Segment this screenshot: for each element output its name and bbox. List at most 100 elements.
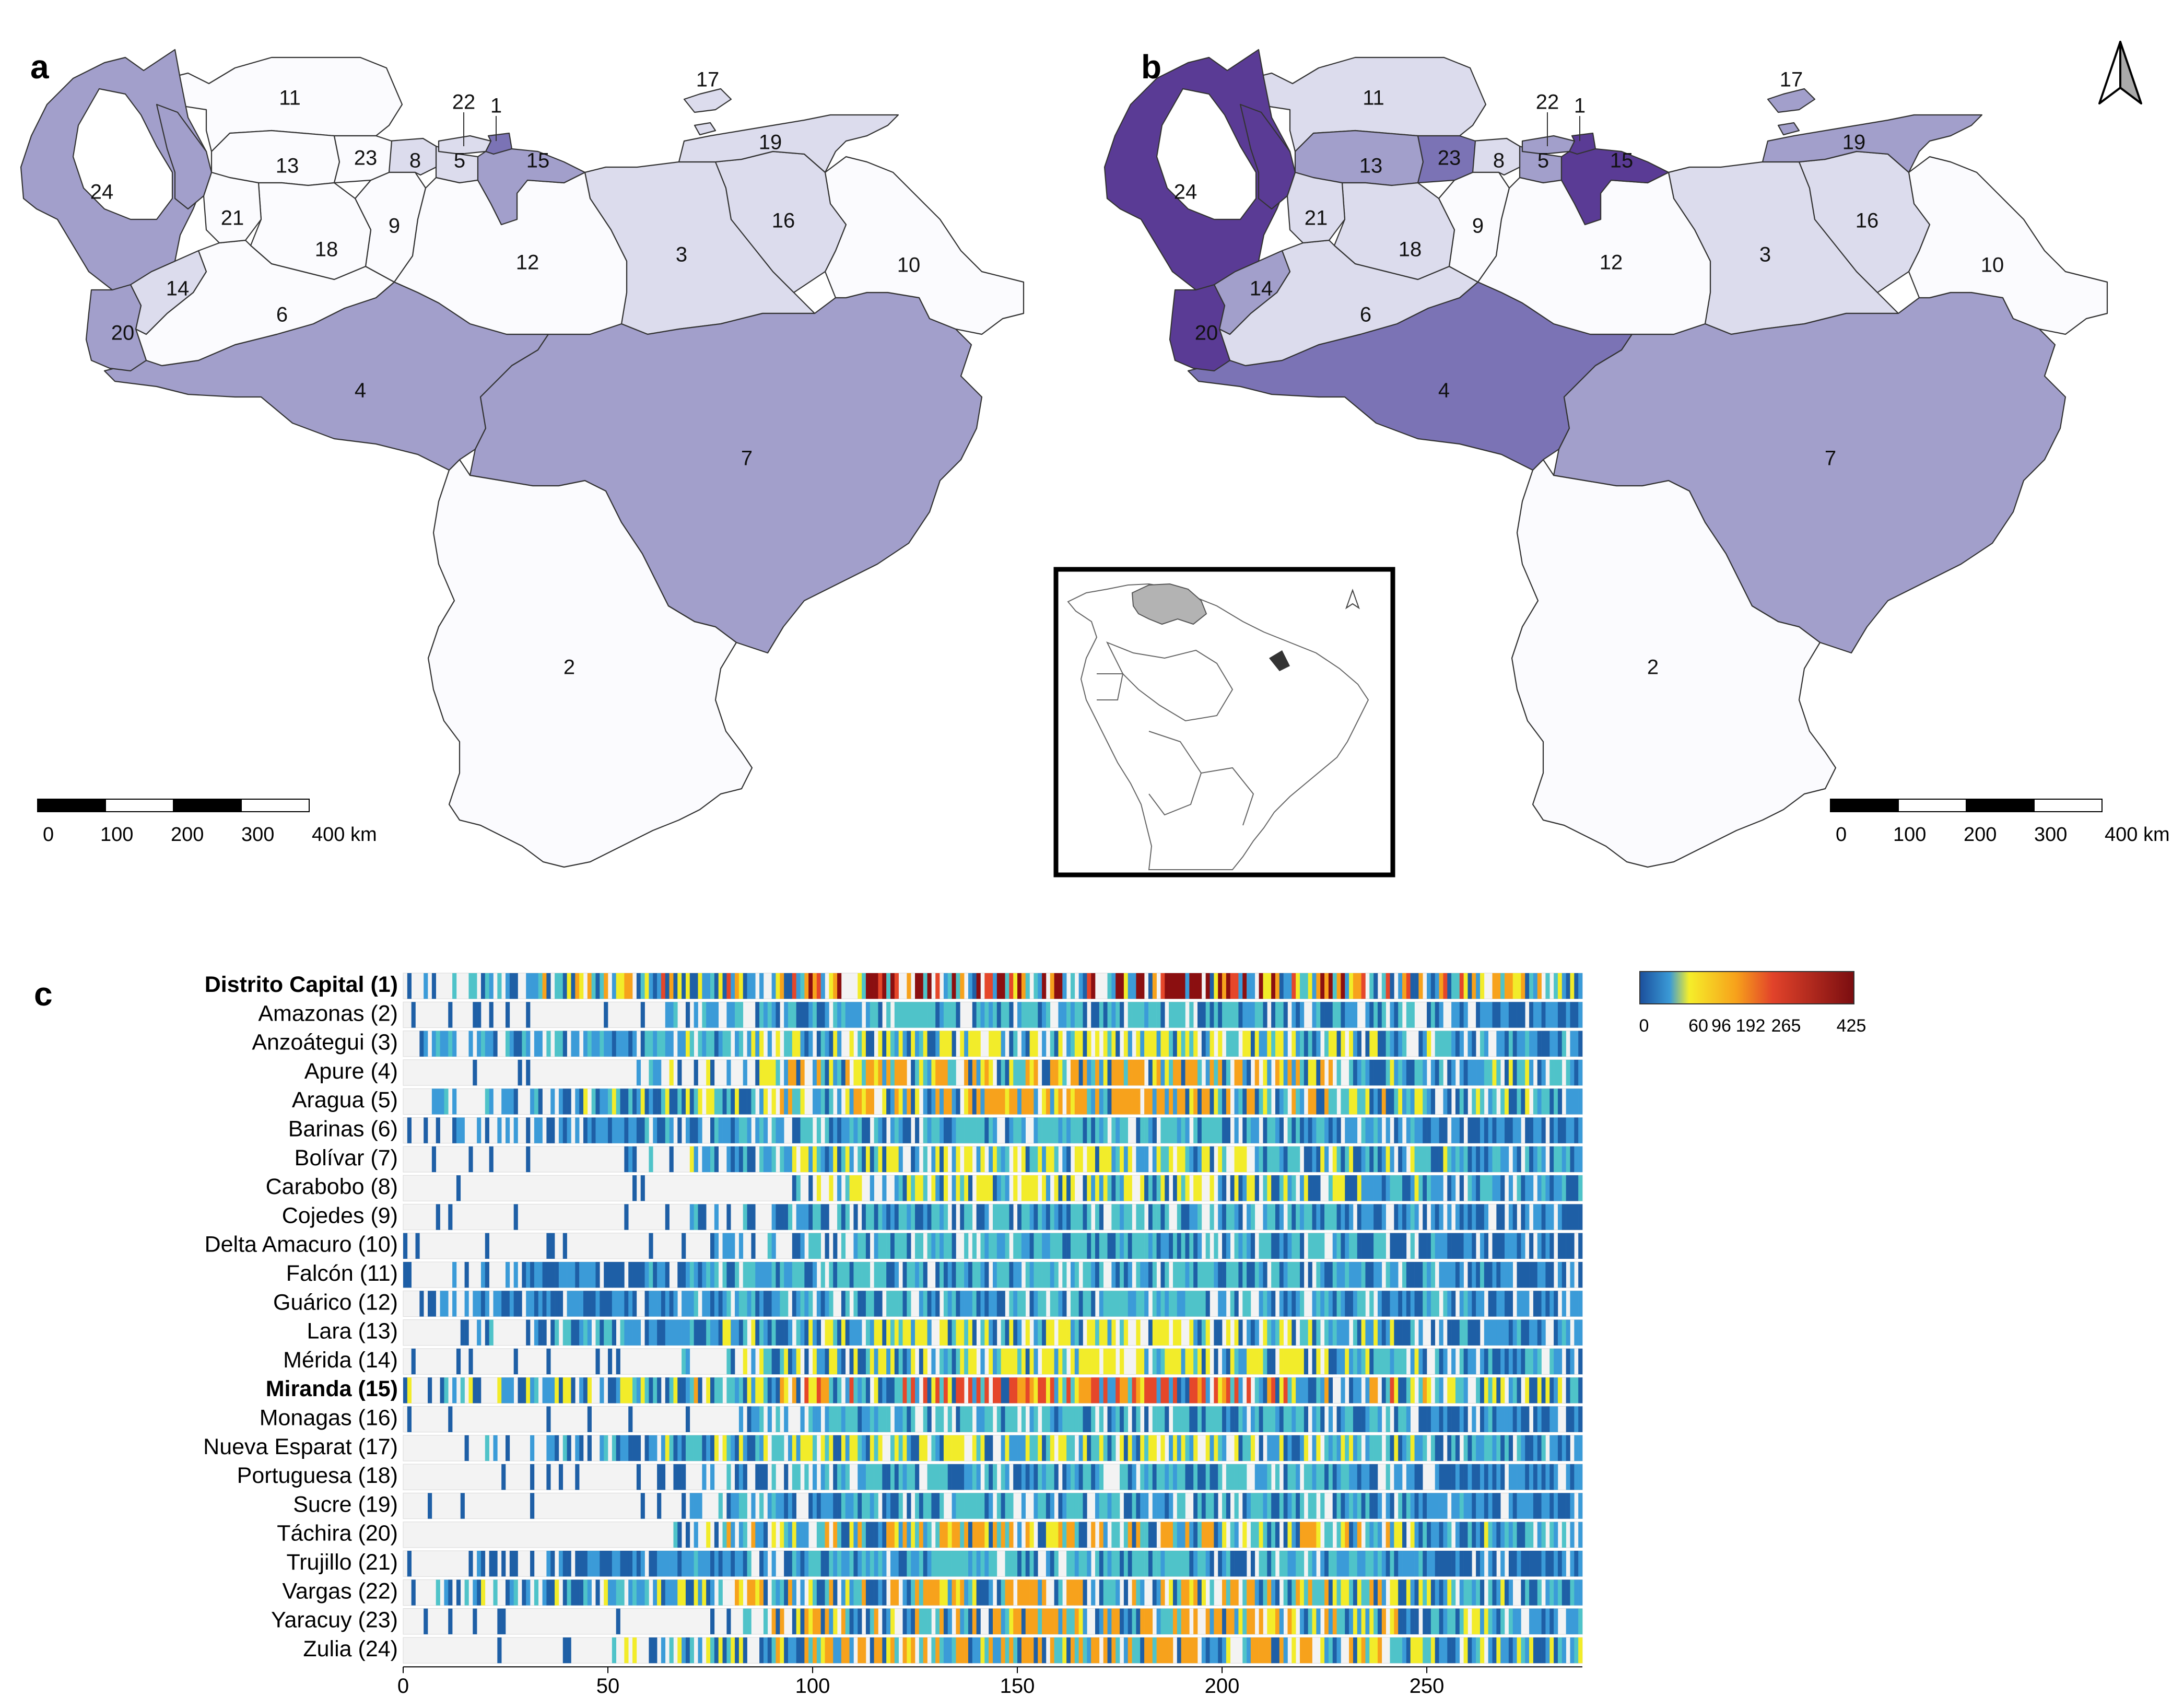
heat-cell xyxy=(935,1580,940,1606)
heat-cell xyxy=(1312,1406,1317,1432)
heat-cell xyxy=(1111,1637,1116,1664)
heat-cell xyxy=(841,1262,846,1288)
heat-cell xyxy=(1230,1551,1235,1577)
heat-cell xyxy=(1402,1522,1407,1548)
heat-cell xyxy=(1463,1493,1468,1519)
heat-cell xyxy=(1136,1406,1141,1432)
heat-cell xyxy=(555,1031,559,1057)
heat-cell xyxy=(1430,1146,1436,1173)
heat-cell xyxy=(550,1262,555,1288)
heat-cell xyxy=(1418,1059,1423,1086)
heat-cell xyxy=(1034,1608,1038,1634)
heat-cell xyxy=(1197,1406,1202,1432)
heat-cell xyxy=(1566,1493,1570,1519)
heat-cell xyxy=(996,973,1001,999)
heat-cell xyxy=(1554,1406,1558,1432)
heat-cell xyxy=(1300,1002,1305,1028)
heat-cell xyxy=(1238,1059,1243,1086)
heat-cell xyxy=(1078,1348,1083,1375)
heat-cell xyxy=(1557,1580,1563,1606)
heat-cell xyxy=(1275,1493,1280,1519)
heat-cell xyxy=(858,1233,862,1259)
heat-cell xyxy=(1070,1233,1075,1259)
heat-cell xyxy=(1341,1175,1345,1201)
heat-cell xyxy=(940,1059,944,1086)
heat-cell xyxy=(1250,1002,1255,1028)
heat-cell xyxy=(1205,1146,1210,1173)
heat-cell xyxy=(1001,1059,1005,1086)
heat-cell xyxy=(1132,1435,1136,1461)
heat-cell xyxy=(722,1291,727,1317)
state-label-22: Vargas (22) xyxy=(283,1578,398,1604)
heat-cell xyxy=(1410,1262,1415,1288)
heat-cell xyxy=(960,1464,965,1490)
heat-cell xyxy=(755,1002,760,1028)
heat-cell xyxy=(1066,1204,1071,1230)
heat-cell xyxy=(1369,1377,1374,1403)
heat-cell xyxy=(1218,1175,1223,1201)
heat-cell xyxy=(1312,1522,1317,1548)
heat-cell xyxy=(870,973,874,999)
heat-cell xyxy=(534,1319,539,1346)
heat-cell xyxy=(1406,973,1411,999)
heat-cell xyxy=(636,1059,641,1086)
heat-cell xyxy=(898,1233,903,1259)
heat-cell xyxy=(1566,1089,1570,1115)
heat-cell xyxy=(1402,1580,1407,1606)
heat-cell xyxy=(1296,1117,1300,1143)
heat-cell xyxy=(1140,1522,1145,1548)
heat-cell xyxy=(1566,1435,1570,1461)
heat-cell xyxy=(1074,1204,1079,1230)
heat-cell xyxy=(1430,973,1436,999)
heat-cell xyxy=(1259,1406,1263,1432)
heat-cell xyxy=(1050,1493,1054,1519)
heat-cell xyxy=(1423,1291,1427,1317)
heat-cell xyxy=(1439,1406,1443,1432)
heat-cell xyxy=(456,1117,461,1143)
heat-cell xyxy=(1042,1002,1047,1028)
heat-cell xyxy=(1296,1002,1300,1028)
heat-cell xyxy=(1283,1146,1288,1173)
heat-cell xyxy=(1435,1002,1439,1028)
heat-cell xyxy=(1549,1059,1554,1086)
heat-cell xyxy=(1320,1406,1325,1432)
heat-cell xyxy=(452,1291,457,1317)
heat-cell xyxy=(1038,1002,1042,1028)
heat-cell xyxy=(1385,1031,1390,1057)
heat-cell xyxy=(526,973,531,999)
heat-cell xyxy=(1185,1175,1190,1201)
heat-cell xyxy=(1533,1493,1538,1519)
heat-cell xyxy=(1427,1146,1431,1173)
heat-cell xyxy=(604,1551,608,1577)
heat-cell xyxy=(862,1406,866,1432)
heat-cell xyxy=(1275,1146,1280,1173)
heat-cell xyxy=(1394,1175,1399,1201)
heat-cell xyxy=(1267,1551,1272,1577)
heat-cell xyxy=(759,1522,764,1548)
heat-cell xyxy=(1443,1233,1448,1259)
heat-cell xyxy=(448,1580,453,1606)
heat-cell xyxy=(833,1377,838,1403)
heat-cell xyxy=(1316,1464,1321,1490)
heat-cell xyxy=(1427,1031,1431,1057)
heat-cell xyxy=(1574,973,1579,999)
heat-cell xyxy=(890,1089,895,1115)
heat-cell xyxy=(731,1233,735,1259)
heat-cell xyxy=(489,1319,494,1346)
heat-cell xyxy=(546,1031,551,1057)
heat-cell xyxy=(722,1435,727,1461)
heat-cell xyxy=(682,1580,686,1606)
heat-cell xyxy=(980,1204,985,1230)
heat-cell xyxy=(1128,1146,1132,1173)
heat-cell xyxy=(1058,1089,1063,1115)
heat-cell xyxy=(878,1117,883,1143)
heat-cell xyxy=(1136,1551,1141,1577)
heat-cell xyxy=(1385,1522,1390,1548)
heat-cell xyxy=(825,1637,829,1664)
heat-cell xyxy=(1058,1522,1063,1548)
heat-cell xyxy=(890,1291,895,1317)
heat-cell xyxy=(669,973,674,999)
heat-cell xyxy=(1549,1146,1554,1173)
heat-cell xyxy=(1369,1233,1374,1259)
heat-cell xyxy=(751,1522,756,1548)
